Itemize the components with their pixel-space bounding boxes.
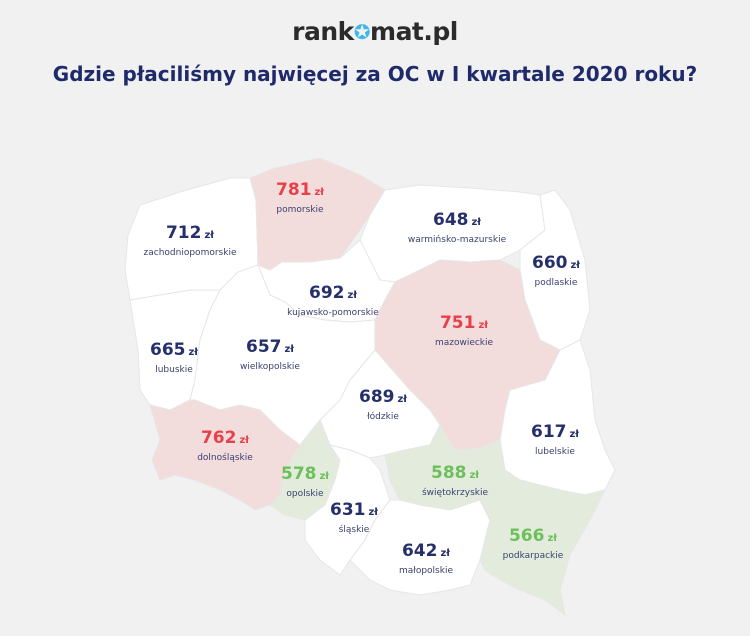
region-label: 660 zł podlaskie [532, 253, 580, 290]
currency-unit: zł [569, 429, 580, 440]
region-name: podkarpackie [502, 551, 564, 561]
region-label: 648 zł warmińsko-mazurskie [408, 210, 506, 247]
region-label: 566 zł podkarpackie [503, 526, 564, 563]
region-label: 712 zł zachodniopomorskie [144, 223, 237, 260]
price-number: 657 [245, 337, 282, 357]
region-name: łódzkie [367, 412, 399, 422]
currency-unit: zł [368, 507, 379, 518]
price-number: 660 [531, 253, 568, 273]
currency-unit: zł [547, 533, 558, 544]
currency-unit: zł [188, 347, 199, 358]
region-label: 617 zł lubelskie [531, 422, 579, 459]
price-value: 751 zł [435, 313, 493, 333]
price-value: 657 zł [240, 337, 300, 357]
region-name: wielkopolskie [240, 362, 300, 372]
star-icon: ✪ [353, 20, 371, 44]
region-label: 762 zł dolnośląskie [197, 428, 253, 465]
region-lodzkie [319, 349, 441, 459]
logo: rank✪mat.pl [0, 17, 750, 46]
price-number: 781 [275, 180, 312, 200]
currency-unit: zł [469, 470, 480, 481]
region-label: 781 zł pomorskie [276, 180, 324, 217]
currency-unit: zł [284, 344, 295, 355]
region-label: 642 zł małopolskie [399, 541, 453, 578]
logo-text-left: rank [292, 17, 354, 46]
region-label: 578 zł opolskie [281, 464, 329, 501]
region-name: kujawsko-pomorskie [287, 308, 379, 318]
price-value: 566 zł [503, 526, 564, 546]
currency-unit: zł [570, 260, 581, 271]
region-name: lubelskie [535, 447, 575, 457]
price-value: 617 zł [531, 422, 579, 442]
region-name: mazowieckie [434, 338, 494, 348]
region-label: 657 zł wielkopolskie [240, 337, 300, 374]
price-value: 689 zł [359, 387, 407, 407]
price-value: 631 zł [330, 500, 378, 520]
price-value: 648 zł [408, 210, 506, 230]
price-number: 578 [280, 464, 317, 484]
currency-unit: zł [471, 217, 482, 228]
region-name: śląskie [338, 525, 370, 535]
currency-unit: zł [204, 230, 215, 241]
price-number: 617 [530, 422, 567, 442]
price-number: 642 [401, 541, 438, 561]
region-label: 588 zł świętokrzyskie [422, 463, 488, 500]
price-value: 712 zł [144, 223, 237, 243]
region-malopolskie [349, 499, 491, 596]
price-number: 751 [439, 313, 476, 333]
region-label: 665 zł lubuskie [150, 340, 198, 377]
price-number: 665 [149, 340, 186, 360]
region-label: 692 zł kujawsko-pomorskie [287, 283, 379, 320]
currency-unit: zł [397, 394, 408, 405]
currency-unit: zł [478, 320, 489, 331]
region-name: podlaskie [534, 278, 578, 288]
region-name: dolnośląskie [197, 453, 253, 463]
price-number: 588 [430, 463, 467, 483]
region-name: pomorskie [276, 205, 324, 215]
region-name: świętokrzyskie [421, 488, 489, 498]
region-label: 751 zł mazowieckie [435, 313, 493, 350]
currency-unit: zł [239, 435, 250, 446]
region-name: warmińsko-mazurskie [407, 235, 507, 245]
region-label: 689 zł łódzkie [359, 387, 407, 424]
region-slaskie [304, 444, 391, 576]
currency-unit: zł [319, 471, 330, 482]
region-name: małopolskie [398, 566, 454, 576]
region-name: lubuskie [155, 365, 193, 375]
price-number: 692 [308, 283, 345, 303]
region-name: opolskie [286, 489, 324, 499]
price-number: 631 [329, 500, 366, 520]
region-label: 631 zł śląskie [330, 500, 378, 537]
price-value: 692 zł [287, 283, 379, 303]
region-podkarpackie [479, 469, 606, 617]
price-number: 648 [432, 210, 469, 230]
logo-text-right: mat.pl [370, 17, 458, 46]
region-name: zachodniopomorskie [143, 248, 237, 258]
price-value: 665 zł [150, 340, 198, 360]
price-number: 689 [358, 387, 395, 407]
currency-unit: zł [347, 290, 358, 301]
price-value: 642 zł [399, 541, 453, 561]
currency-unit: zł [314, 187, 325, 198]
price-value: 781 zł [276, 180, 324, 200]
price-value: 588 zł [422, 463, 488, 483]
price-number: 762 [200, 428, 237, 448]
price-number: 566 [508, 526, 545, 546]
price-value: 660 zł [532, 253, 580, 273]
price-number: 712 [165, 223, 202, 243]
price-value: 762 zł [197, 428, 253, 448]
price-value: 578 zł [281, 464, 329, 484]
page-title: Gdzie płaciliśmy najwięcej za OC w I kwa… [52, 62, 698, 86]
currency-unit: zł [440, 548, 451, 559]
